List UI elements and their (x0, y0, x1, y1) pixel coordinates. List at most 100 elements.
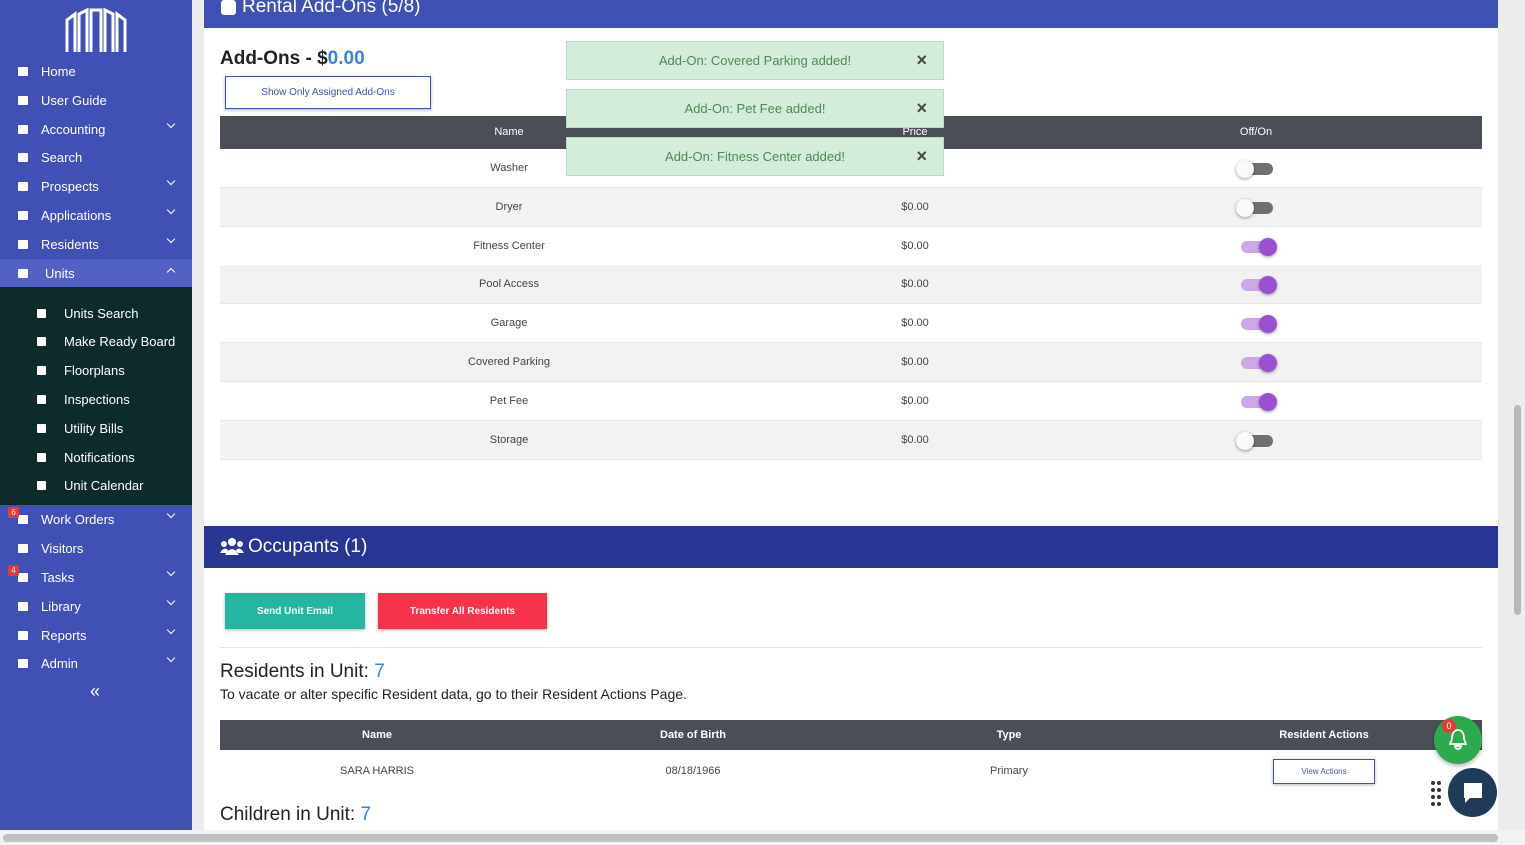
subnav-label: Inspections (64, 392, 130, 407)
toggle-knob (1259, 392, 1277, 411)
chat-icon (1464, 783, 1482, 803)
subnav-item[interactable]: Units Search (0, 299, 192, 327)
nav-label: Accounting (41, 121, 106, 137)
nav-label: Search (41, 150, 83, 166)
transfer-button-label: Transfer All Residents (409, 605, 516, 617)
addon-toggle[interactable] (1238, 392, 1278, 411)
nav-badge: 4 (8, 565, 19, 576)
nav-item[interactable]: Home (0, 57, 192, 85)
nav-item[interactable]: User Guide (0, 86, 192, 114)
horizontal-scrollbar[interactable] (0, 830, 1525, 845)
nav-item[interactable]: Units (0, 258, 192, 287)
nav-item[interactable]: Residents (0, 230, 192, 258)
addons-title: Rental Add-Ons (5/8) (242, 0, 421, 17)
subnav-label: Notifications (64, 449, 135, 465)
nav-icon (18, 95, 28, 105)
addon-name: Fitness Center (473, 239, 545, 252)
residents-note: To vacate or alter specific Resident dat… (220, 686, 687, 702)
subnav-item[interactable]: Unit Calendar (0, 471, 192, 499)
subnav-item[interactable]: Floorplans (0, 356, 192, 384)
nav-icon (18, 515, 28, 525)
view-actions-button[interactable]: View Actions (1273, 759, 1375, 784)
divider (220, 647, 1482, 648)
nav-item[interactable]: Tasks 4 (0, 563, 192, 591)
addon-toggle[interactable] (1238, 276, 1278, 295)
residents-heading-text: Residents in Unit: (220, 661, 375, 682)
nav-item[interactable]: Prospects (0, 172, 192, 200)
subnav-item[interactable]: Notifications (0, 443, 192, 471)
nav-item[interactable]: Search (0, 143, 192, 171)
nav-icon (18, 659, 28, 669)
toggle-knob (1236, 431, 1254, 450)
filter-button-label: Show Only Assigned Add-Ons (261, 87, 395, 98)
nav-label: Tasks (41, 570, 75, 585)
toast-close[interactable]: × (916, 50, 927, 70)
subnav-item[interactable]: Make Ready Board (0, 327, 192, 355)
chat-button[interactable] (1448, 768, 1497, 817)
logo (65, 8, 127, 52)
nav-icon (18, 67, 28, 76)
addon-price: $0.00 (901, 356, 929, 368)
toggle-knob (1236, 198, 1254, 217)
addon-price: $0.00 (901, 278, 929, 291)
transfer-button[interactable]: Transfer All Residents (378, 593, 547, 629)
children-count: 7 (360, 804, 372, 825)
view-actions-label: View Actions (1301, 767, 1347, 776)
nav-item[interactable]: Visitors (0, 534, 192, 562)
toggle-knob (1259, 315, 1277, 334)
collapse-button[interactable]: « (90, 681, 101, 701)
residents-table-head (220, 720, 1482, 750)
resident-name: SARA HARRIS (340, 765, 414, 777)
chevron (166, 176, 176, 186)
toast: Add-On: Covered Parking added! × (566, 41, 944, 80)
column-header: Type (996, 729, 1022, 741)
toast-message: Add-On: Fitness Center added! (665, 149, 845, 164)
addon-toggle[interactable] (1236, 431, 1278, 450)
nav-item[interactable]: Library (0, 592, 192, 620)
grip[interactable] (1431, 780, 1441, 806)
addon-row (220, 187, 1482, 227)
notification-button[interactable]: 0 (1434, 716, 1482, 764)
subnav-icon (37, 337, 46, 347)
addons-heading-text: Add-Ons - $ (220, 48, 328, 69)
toggle-knob (1259, 237, 1277, 256)
subnav-item[interactable]: Utility Bills (0, 414, 192, 442)
nav-item[interactable]: Applications (0, 201, 192, 229)
email-button[interactable]: Send Unit Email (225, 593, 365, 629)
occupants-header: Occupants (1) (204, 526, 1498, 568)
addon-toggle[interactable] (1238, 354, 1278, 372)
nav-icon (18, 544, 28, 554)
vertical-scrollbar[interactable] (1514, 405, 1521, 615)
nav-icon (18, 124, 28, 134)
nav-icon (18, 630, 28, 640)
addons-icon (221, 0, 236, 15)
nav-icon (18, 153, 28, 163)
nav-item[interactable]: Work Orders 6 (0, 505, 192, 533)
chevron (166, 596, 176, 606)
addon-name: Covered Parking (468, 356, 550, 368)
toast-close[interactable]: × (916, 146, 927, 166)
nav-icon (18, 239, 28, 249)
addon-row (220, 304, 1482, 344)
column-header: Date of Birth (660, 729, 726, 741)
subnav-item[interactable]: Inspections (0, 385, 192, 413)
addon-toggle[interactable] (1236, 160, 1278, 178)
nav-icon (18, 268, 28, 278)
addons-heading: Add-Ons - $0.00 (220, 48, 365, 70)
addon-row (220, 343, 1482, 382)
addon-toggle[interactable] (1236, 198, 1278, 217)
toast-close[interactable]: × (916, 98, 927, 118)
addon-name: Storage (489, 433, 529, 446)
submenu-bg (0, 287, 192, 505)
toast: Add-On: Pet Fee added! × (566, 89, 944, 128)
nav-item[interactable]: Accounting (0, 115, 192, 143)
toggle-knob (1259, 276, 1277, 295)
addon-toggle[interactable] (1238, 315, 1278, 334)
nav-item[interactable]: Reports (0, 621, 192, 649)
nav-item[interactable]: Admin (0, 649, 192, 677)
column-header: Name (362, 729, 392, 741)
filter-button[interactable]: Show Only Assigned Add-Ons (225, 76, 431, 109)
addon-name: Pool Access (479, 278, 539, 291)
addon-toggle[interactable] (1238, 237, 1278, 256)
nav-icon (18, 211, 28, 220)
